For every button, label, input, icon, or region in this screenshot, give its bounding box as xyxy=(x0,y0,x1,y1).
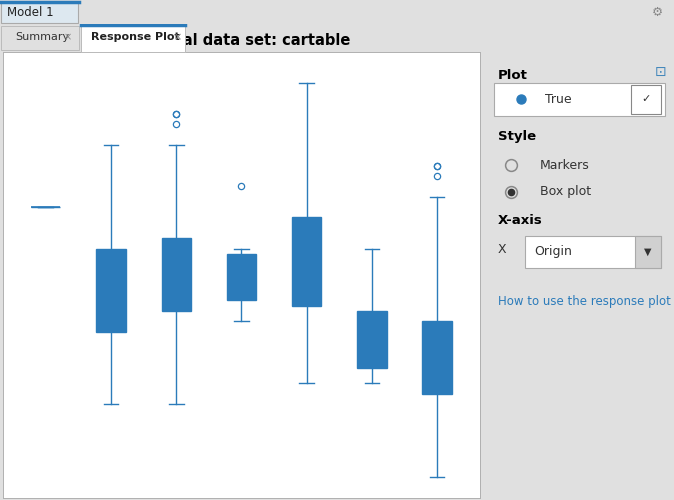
FancyBboxPatch shape xyxy=(635,236,661,268)
Text: Origin: Origin xyxy=(534,246,572,258)
Text: Model 1: Model 1 xyxy=(7,6,53,18)
Text: True: True xyxy=(545,93,572,106)
FancyBboxPatch shape xyxy=(494,82,665,116)
Text: Markers: Markers xyxy=(540,158,590,172)
Text: Style: Style xyxy=(498,130,536,142)
Text: ✓: ✓ xyxy=(642,94,651,104)
Title: Original data set: cartable: Original data set: cartable xyxy=(132,32,350,48)
Text: Summary: Summary xyxy=(15,32,69,42)
FancyBboxPatch shape xyxy=(631,85,661,114)
Text: How to use the response plot: How to use the response plot xyxy=(498,294,671,308)
Text: Response Plot: Response Plot xyxy=(91,32,180,42)
Text: Plot: Plot xyxy=(498,70,528,82)
Text: ⊡: ⊡ xyxy=(654,64,666,78)
Text: X: X xyxy=(498,244,507,256)
FancyBboxPatch shape xyxy=(1,26,79,50)
PathPatch shape xyxy=(226,254,256,300)
PathPatch shape xyxy=(423,321,452,394)
Text: ▼: ▼ xyxy=(644,247,652,257)
PathPatch shape xyxy=(162,238,191,311)
PathPatch shape xyxy=(96,248,125,332)
Text: X-axis: X-axis xyxy=(498,214,543,228)
PathPatch shape xyxy=(292,218,321,306)
Text: ⚙: ⚙ xyxy=(652,6,663,18)
Text: ×: × xyxy=(173,32,181,42)
FancyBboxPatch shape xyxy=(1,2,78,23)
Text: ×: × xyxy=(64,32,72,42)
PathPatch shape xyxy=(357,311,387,368)
FancyBboxPatch shape xyxy=(524,236,661,268)
Text: Box plot: Box plot xyxy=(540,186,591,198)
FancyBboxPatch shape xyxy=(81,24,185,52)
